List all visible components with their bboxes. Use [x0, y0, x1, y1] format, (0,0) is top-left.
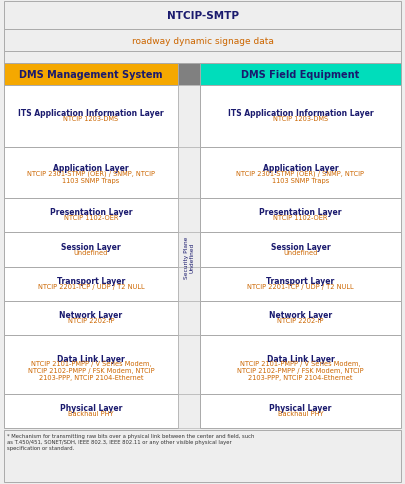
Bar	[178, 267, 200, 302]
Text: Application Layer: Application Layer	[263, 164, 338, 173]
Bar	[178, 64, 200, 86]
Text: Undefined: Undefined	[74, 249, 108, 255]
Bar	[4, 64, 178, 86]
Text: Backhaul PHY: Backhaul PHY	[68, 410, 114, 416]
Text: NTCIP 2101-PMPP / V Series Modem,
NTCIP 2102-PMPP / FSK Modem, NTCIP
2103-PPP, N: NTCIP 2101-PMPP / V Series Modem, NTCIP …	[28, 360, 154, 380]
Text: Physical Layer: Physical Layer	[60, 403, 122, 412]
Bar	[4, 430, 401, 482]
Text: NTCIP 2202-IP: NTCIP 2202-IP	[68, 318, 114, 324]
Text: ITS Application Information Layer: ITS Application Information Layer	[228, 108, 373, 118]
Bar	[200, 233, 401, 267]
Text: Application Layer: Application Layer	[53, 164, 129, 173]
Text: Undefined: Undefined	[284, 249, 318, 255]
Bar	[178, 199, 200, 233]
Bar	[4, 394, 178, 428]
Text: Backhaul PHY: Backhaul PHY	[278, 410, 323, 416]
Bar	[200, 267, 401, 302]
Text: Network Layer: Network Layer	[269, 311, 332, 319]
Text: Physical Layer: Physical Layer	[269, 403, 332, 412]
Text: NTCIP 2101-PMPP / V Series Modem,
NTCIP 2102-PMPP / FSK Modem, NTCIP
2103-PPP, N: NTCIP 2101-PMPP / V Series Modem, NTCIP …	[237, 360, 364, 380]
Bar	[178, 148, 200, 199]
Bar	[200, 336, 401, 394]
Text: NTCIP 1203-DMS: NTCIP 1203-DMS	[64, 116, 119, 121]
Text: Security Plane
Undefined: Security Plane Undefined	[183, 236, 194, 278]
Text: DMS Management System: DMS Management System	[19, 70, 163, 80]
Bar	[200, 199, 401, 233]
Text: NTCIP 1102-OER: NTCIP 1102-OER	[273, 215, 328, 221]
Bar	[178, 302, 200, 336]
Text: Presentation Layer: Presentation Layer	[50, 208, 132, 217]
Text: NTCIP 2201-TCP / UDP / T2 NULL: NTCIP 2201-TCP / UDP / T2 NULL	[247, 283, 354, 289]
Bar	[178, 394, 200, 428]
Bar	[4, 302, 178, 336]
Bar	[4, 30, 401, 52]
Text: NTCIP 1203-DMS: NTCIP 1203-DMS	[273, 116, 328, 121]
Bar	[200, 148, 401, 199]
Bar	[4, 233, 178, 267]
Text: NTCIP 2301-STMP (OER) / SNMP, NTCIP
1103 SNMP Traps: NTCIP 2301-STMP (OER) / SNMP, NTCIP 1103…	[27, 170, 155, 183]
Bar	[4, 86, 178, 148]
Bar	[178, 86, 200, 148]
Text: Session Layer: Session Layer	[271, 242, 330, 251]
Bar	[200, 64, 401, 86]
Text: Session Layer: Session Layer	[61, 242, 121, 251]
Bar	[178, 233, 200, 267]
Text: DMS Field Equipment: DMS Field Equipment	[241, 70, 360, 80]
Text: NTCIP 1102-OER: NTCIP 1102-OER	[64, 215, 118, 221]
Text: NTCIP-SMTP: NTCIP-SMTP	[166, 11, 239, 21]
Bar	[178, 336, 200, 394]
Text: Transport Layer: Transport Layer	[266, 276, 335, 286]
Bar	[4, 336, 178, 394]
Bar	[4, 2, 401, 30]
Text: Data Link Layer: Data Link Layer	[266, 354, 335, 363]
Text: Transport Layer: Transport Layer	[57, 276, 125, 286]
Text: NTCIP 2301-STMP (OER) / SNMP, NTCIP
1103 SNMP Traps: NTCIP 2301-STMP (OER) / SNMP, NTCIP 1103…	[237, 170, 364, 183]
Bar	[4, 52, 401, 64]
Bar	[200, 302, 401, 336]
Text: Network Layer: Network Layer	[60, 311, 123, 319]
Bar	[200, 86, 401, 148]
Text: Data Link Layer: Data Link Layer	[57, 354, 125, 363]
Bar	[4, 148, 178, 199]
Bar	[4, 199, 178, 233]
Text: * Mechanism for transmitting raw bits over a physical link between the center an: * Mechanism for transmitting raw bits ov…	[7, 433, 254, 450]
Bar	[4, 267, 178, 302]
Text: roadway dynamic signage data: roadway dynamic signage data	[132, 36, 273, 45]
Text: ITS Application Information Layer: ITS Application Information Layer	[18, 108, 164, 118]
Text: NTCIP 2202-IP: NTCIP 2202-IP	[277, 318, 324, 324]
Text: NTCIP 2201-TCP / UDP / T2 NULL: NTCIP 2201-TCP / UDP / T2 NULL	[38, 283, 144, 289]
Bar	[200, 394, 401, 428]
Text: Presentation Layer: Presentation Layer	[259, 208, 342, 217]
